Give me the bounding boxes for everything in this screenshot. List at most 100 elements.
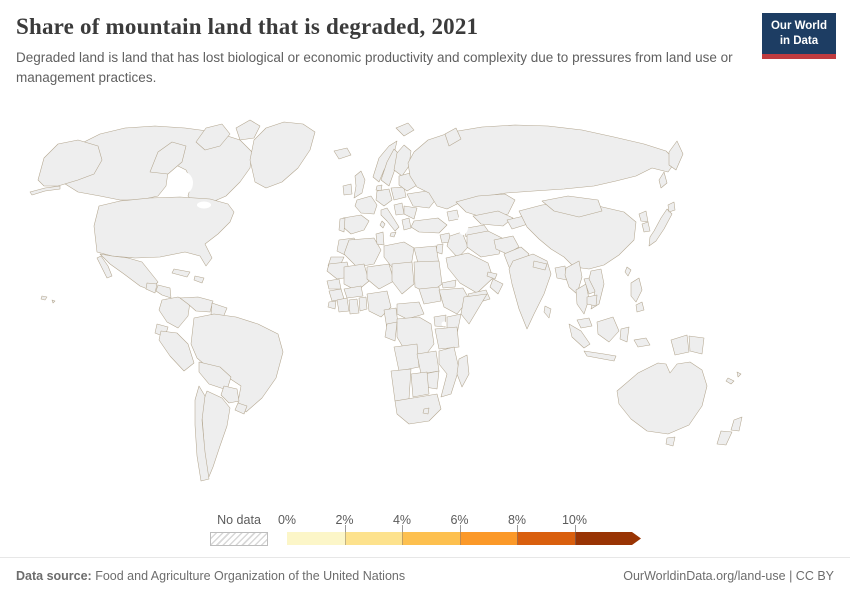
legend-bin-8-10[interactable] [517,532,575,545]
country-new-caledonia[interactable] [725,377,735,385]
country-chad[interactable] [391,261,415,295]
country-canada-arctic-1[interactable] [149,141,187,175]
country-indonesia-east[interactable] [633,337,651,348]
country-peru[interactable] [158,330,195,372]
country-new-zealand-south[interactable] [716,430,733,446]
country-mexico[interactable] [99,253,159,291]
country-oman[interactable] [489,278,504,295]
country-mexico-baja[interactable] [96,255,113,279]
country-namibia[interactable] [390,368,412,402]
legend-bin-10-plus[interactable] [575,532,642,545]
country-saudi-arabia[interactable] [445,252,494,294]
country-south-sudan[interactable] [418,286,442,305]
country-taiwan[interactable] [624,266,632,277]
country-turkey[interactable] [410,217,448,234]
country-lesotho[interactable] [422,407,430,415]
country-portugal[interactable] [338,217,346,233]
country-ireland[interactable] [342,183,353,196]
country-greece[interactable] [401,217,412,231]
country-uruguay[interactable] [234,402,248,415]
country-iran[interactable] [466,230,505,258]
country-angola[interactable] [393,343,420,372]
country-niger[interactable] [366,263,395,290]
country-indonesia-borneo[interactable] [596,316,620,343]
country-russia[interactable] [407,124,677,210]
country-south-korea[interactable] [641,221,651,233]
country-guatemala[interactable] [145,282,158,294]
country-south-africa[interactable] [394,393,442,425]
country-uae[interactable] [486,271,498,280]
country-japan[interactable] [648,208,673,247]
owid-logo[interactable]: Our World in Data [761,13,836,59]
country-italy-sicily[interactable] [389,231,397,238]
country-vietnam[interactable] [588,268,605,310]
legend-bin-4-6[interactable] [402,532,460,545]
country-zambia[interactable] [416,350,440,375]
country-australia-tasmania[interactable] [665,436,676,447]
country-united-states-hawaii[interactable] [40,295,56,304]
country-mozambique-malawi[interactable] [438,346,460,398]
country-russia-novaya-zemlya[interactable] [444,127,462,147]
country-chile[interactable] [194,385,210,482]
owid-link[interactable]: OurWorldinData.org/land-use [623,569,786,583]
country-mali[interactable] [343,263,370,292]
country-eritrea[interactable] [441,279,457,289]
country-senegal[interactable] [326,278,342,290]
country-japan-hokkaido[interactable] [667,201,676,213]
country-indonesian-papua[interactable] [670,334,690,356]
country-svalbard[interactable] [395,122,415,137]
country-cote-divoire[interactable] [336,297,350,313]
country-france[interactable] [354,195,378,215]
country-new-zealand-north[interactable] [730,416,743,432]
country-sierra-leone[interactable] [327,300,337,310]
country-russia-kamchatka[interactable] [668,140,684,171]
country-balkans[interactable] [393,202,405,216]
country-botswana[interactable] [410,371,430,398]
country-united-states-aleutians[interactable] [29,185,61,196]
country-united-states-alaska[interactable] [37,139,103,187]
country-togo-benin[interactable] [358,296,368,312]
country-hispaniola[interactable] [193,275,205,284]
country-finland[interactable] [393,144,412,177]
country-italy[interactable] [380,207,400,232]
country-indonesia-sulawesi[interactable] [619,326,630,343]
country-australia[interactable] [616,361,708,435]
country-united-kingdom[interactable] [353,170,366,199]
country-russia-sakhalin[interactable] [658,171,668,189]
country-cuba[interactable] [171,268,191,278]
country-caucasus[interactable] [446,209,460,222]
country-philippines-mindanao[interactable] [635,301,645,313]
country-papua-new-guinea[interactable] [688,335,705,355]
country-romania-bulgaria[interactable] [403,205,418,220]
country-norway[interactable] [372,140,398,183]
legend-no-data-swatch[interactable] [210,532,268,546]
country-venezuela[interactable] [179,296,214,313]
country-philippines-luzon[interactable] [630,277,643,303]
country-poland-czech[interactable] [390,186,407,201]
legend-bin-6-8[interactable] [459,532,517,545]
country-mongolia[interactable] [541,195,603,218]
country-burkina-faso[interactable] [343,285,364,299]
country-central-african-republic[interactable] [396,301,425,320]
country-indonesia-sumatra[interactable] [568,323,591,349]
country-iceland[interactable] [333,147,352,160]
country-honduras-nicaragua[interactable] [155,284,172,299]
country-somalia[interactable] [460,293,488,325]
country-united-states[interactable] [93,196,235,267]
country-thailand[interactable] [575,283,590,315]
country-north-korea[interactable] [638,210,649,223]
country-cambodia[interactable] [586,294,598,307]
country-tanzania[interactable] [434,326,460,350]
country-italy-sardinia[interactable] [379,220,386,229]
country-gabon-congo[interactable] [384,321,398,342]
country-fiji[interactable] [736,371,742,378]
country-greenland[interactable] [249,121,316,189]
legend-bin-2-4[interactable] [344,532,402,545]
country-germany-central[interactable] [375,188,393,207]
country-madagascar[interactable] [456,354,470,388]
country-malaysia[interactable] [576,317,593,329]
country-tunisia[interactable] [375,231,385,246]
country-indonesia-java[interactable] [583,350,617,362]
country-canada-arctic-2[interactable] [195,123,231,151]
